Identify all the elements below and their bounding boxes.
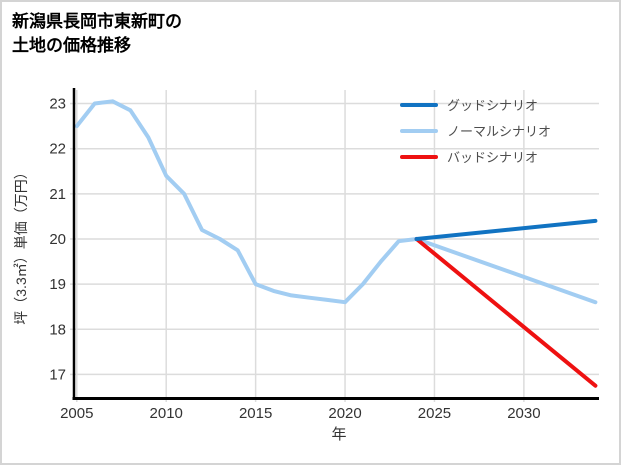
- x-tick-label-2015: 2015: [239, 405, 272, 422]
- bad-scenario-line-swatch: [400, 154, 438, 159]
- chart-title: 新潟県長岡市東新町の 土地の価格推移: [12, 10, 182, 58]
- y-tick-label-19: 19: [49, 276, 66, 293]
- series-lines: [74, 99, 598, 388]
- y-tick-label-17: 17: [49, 366, 66, 383]
- x-tick-label-2030: 2030: [507, 405, 540, 422]
- series-line-0: [414, 218, 598, 241]
- chart-title-line1: 新潟県長岡市東新町の: [12, 12, 182, 31]
- x-tick-label-2005: 2005: [60, 405, 93, 422]
- x-tick-label-2020: 2020: [328, 405, 361, 422]
- legend-label-good-scenario: グッドシナリオ: [447, 98, 539, 113]
- x-tick-label-2010: 2010: [150, 405, 183, 422]
- legend-item-good-scenario[interactable]: グッドシナリオ: [400, 96, 585, 113]
- legend-label-bad-scenario: バッドシナリオ: [447, 150, 539, 165]
- series-line-2: [414, 237, 598, 388]
- axis-spines: [72, 88, 599, 400]
- grid-lines: [75, 90, 599, 397]
- legend-item-normal-scenario[interactable]: ノーマルシナリオ: [400, 122, 585, 139]
- x-tick-label-2025: 2025: [418, 405, 451, 422]
- chart-legend: グッドシナリオ ノーマルシナリオ バッドシナリオ: [400, 96, 585, 165]
- legend-label-normal-scenario: ノーマルシナリオ: [447, 124, 552, 139]
- tick-labels: 2005 2010 2015 2020 2025 2030 17 18 19 20 21 22 23: [49, 96, 540, 422]
- x-axis-label: 年: [331, 426, 346, 443]
- series-line-1: [74, 99, 598, 305]
- y-tick-label-23: 23: [49, 96, 66, 113]
- normal-scenario-line-swatch: [400, 128, 438, 133]
- chart-title-line2: 土地の価格推移: [12, 36, 131, 55]
- y-tick-label-18: 18: [49, 321, 66, 338]
- y-tick-label-22: 22: [49, 141, 66, 158]
- y-axis-label: 坪（3.3㎡）単価（万円）: [13, 165, 29, 324]
- legend-item-bad-scenario[interactable]: バッドシナリオ: [400, 148, 585, 165]
- y-tick-label-20: 20: [49, 231, 66, 248]
- good-scenario-line-swatch: [400, 102, 438, 107]
- y-tick-label-21: 21: [49, 186, 66, 203]
